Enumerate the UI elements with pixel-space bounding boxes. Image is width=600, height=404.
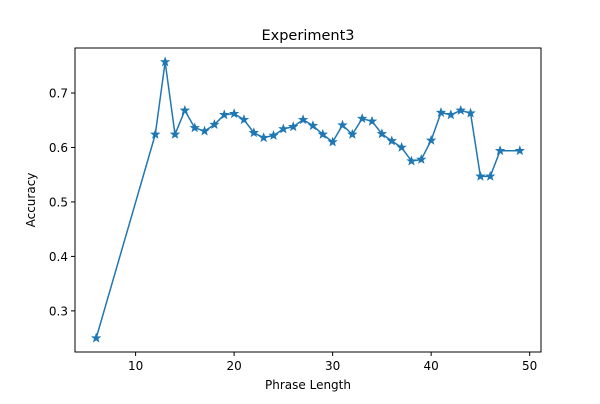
data-point-marker bbox=[435, 107, 447, 118]
data-point-marker bbox=[327, 136, 338, 147]
data-point-marker bbox=[228, 108, 240, 119]
data-point-marker bbox=[494, 145, 506, 156]
data-point-marker bbox=[465, 107, 476, 118]
data-point-marker bbox=[475, 170, 486, 181]
data-point-marker bbox=[396, 142, 407, 152]
data-point-marker bbox=[258, 132, 269, 143]
data-point-marker bbox=[248, 127, 260, 138]
data-point-marker bbox=[347, 128, 358, 139]
chart-title: Experiment3 bbox=[261, 28, 354, 44]
x-axis-label: Phrase Length bbox=[265, 378, 351, 392]
data-point-marker bbox=[356, 113, 368, 124]
data-point-marker bbox=[179, 104, 191, 115]
data-point-marker bbox=[317, 128, 328, 139]
data-point-marker bbox=[366, 115, 378, 126]
data-point-marker bbox=[425, 134, 437, 145]
x-tick-label: 10 bbox=[128, 359, 143, 373]
plot-area-frame bbox=[74, 47, 542, 353]
data-point-marker bbox=[278, 123, 289, 134]
y-tick-label: 0.3 bbox=[49, 304, 68, 318]
data-point-marker bbox=[337, 119, 348, 130]
data-point-marker bbox=[376, 128, 388, 139]
data-point-marker bbox=[288, 121, 299, 132]
x-tick-label: 20 bbox=[226, 359, 241, 373]
y-tick-label: 0.4 bbox=[49, 250, 68, 264]
data-point-marker bbox=[386, 135, 397, 146]
y-tick-label: 0.5 bbox=[49, 195, 68, 209]
y-tick-label: 0.6 bbox=[49, 141, 68, 155]
data-point-marker bbox=[159, 56, 171, 67]
data-point-marker bbox=[455, 104, 466, 115]
data-point-marker bbox=[219, 109, 230, 120]
data-point-marker bbox=[514, 145, 526, 156]
data-point-marker bbox=[169, 128, 181, 139]
data-point-marker bbox=[90, 332, 102, 343]
data-point-marker bbox=[307, 120, 319, 131]
data-point-marker bbox=[485, 170, 496, 181]
data-point-marker bbox=[189, 122, 200, 133]
x-tick-label: 30 bbox=[325, 359, 340, 373]
data-point-marker bbox=[416, 153, 427, 164]
data-point-marker bbox=[238, 114, 250, 125]
series-group bbox=[90, 56, 526, 343]
data-point-marker bbox=[297, 114, 309, 125]
data-point-marker bbox=[209, 119, 220, 130]
data-point-marker bbox=[445, 109, 457, 120]
axis-ticks: 10 20 30 40 50 0.3 0.4 0.5 0.6 0.7 bbox=[49, 86, 537, 373]
data-point-marker bbox=[406, 155, 417, 166]
x-tick-label: 50 bbox=[522, 359, 537, 373]
y-axis-label: Accuracy bbox=[24, 173, 38, 228]
x-tick-label: 40 bbox=[424, 359, 439, 373]
data-point-marker bbox=[268, 130, 279, 140]
data-point-marker bbox=[199, 125, 210, 136]
data-point-marker bbox=[150, 128, 161, 139]
y-tick-label: 0.7 bbox=[49, 86, 68, 100]
